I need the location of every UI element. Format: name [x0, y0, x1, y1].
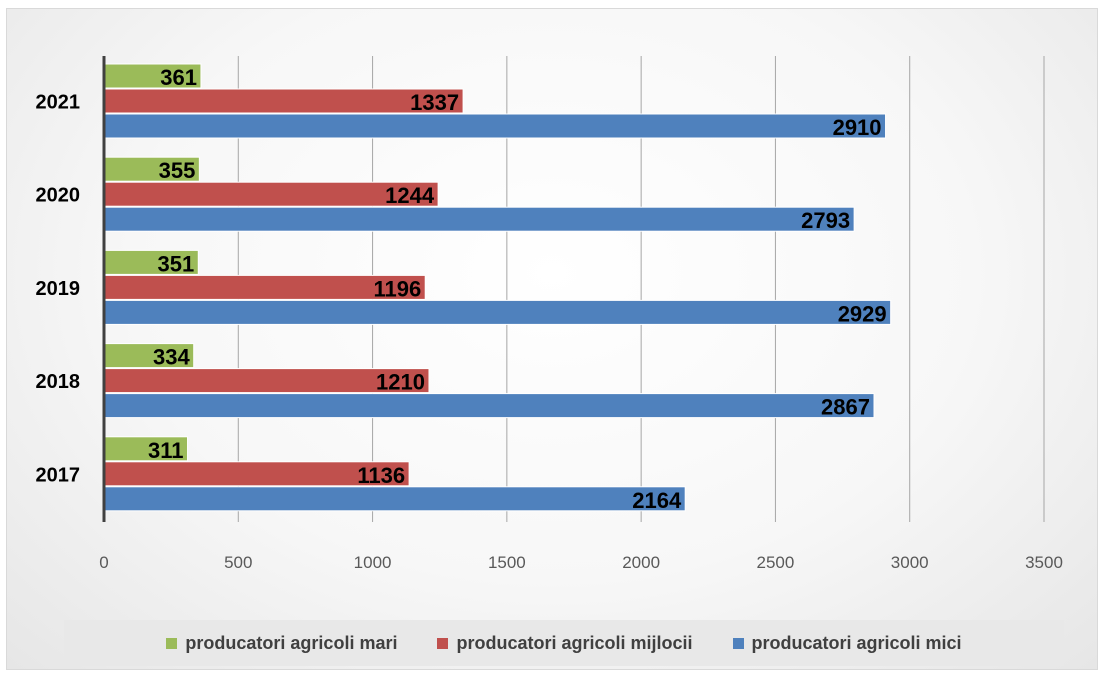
- category-label-2019: 2019: [36, 278, 81, 300]
- x-tick-label-2500: 2500: [757, 553, 795, 572]
- x-tick-label-1500: 1500: [488, 553, 526, 572]
- data-label-2020-series-0: 355: [159, 158, 196, 183]
- legend-item-mici: producatori agricoli mici: [732, 632, 962, 654]
- data-label-2019-series-1: 1196: [373, 276, 421, 301]
- data-label-2019-series-0: 351: [158, 251, 195, 276]
- bar-2021-series-1: [103, 88, 464, 114]
- bar-2020-series-1: [103, 181, 439, 207]
- legend-swatch-mari: [166, 637, 178, 649]
- data-label-2017-series-0: 311: [148, 438, 184, 463]
- bar-2021-series-0: [103, 63, 202, 89]
- data-label-2017-series-2: 2164: [632, 488, 682, 513]
- legend-swatch-mici: [732, 637, 744, 649]
- legend-label-mici: producatori agricoli mici: [751, 632, 962, 653]
- data-label-2018-series-1: 1210: [376, 370, 425, 395]
- x-tick-label-2000: 2000: [622, 553, 660, 572]
- data-label-2018-series-0: 334: [153, 345, 190, 370]
- x-tick-label-0: 0: [99, 553, 108, 572]
- bar-2018-series-2: [103, 393, 875, 419]
- bar-2017-series-1: [103, 461, 410, 487]
- data-label-2021-series-2: 2910: [833, 115, 882, 140]
- bar-2021-series-2: [103, 113, 887, 139]
- data-label-2017-series-1: 1136: [357, 463, 405, 488]
- bar-2017-series-2: [103, 486, 686, 512]
- legend-swatch-mijlocii: [437, 637, 449, 649]
- x-tick-label-3000: 3000: [891, 553, 929, 572]
- data-label-2019-series-2: 2929: [838, 301, 887, 326]
- x-tick-label-500: 500: [224, 553, 252, 572]
- bar-2019-series-1: [103, 274, 426, 300]
- bar-2018-series-0: [103, 343, 195, 369]
- category-label-2017: 2017: [36, 464, 81, 486]
- data-label-2020-series-1: 1244: [385, 183, 435, 208]
- data-label-2021-series-1: 1337: [410, 90, 459, 115]
- data-label-2021-series-0: 361: [160, 65, 197, 90]
- legend-item-mari: producatori agricoli mari: [166, 633, 397, 654]
- category-label-2021: 2021: [36, 92, 81, 114]
- legend-item-mijlocii: producatori agricoli mijlocii: [437, 632, 693, 654]
- x-tick-label-1000: 1000: [354, 553, 392, 572]
- legend: producatori agricoli mari producatori ag…: [64, 620, 1064, 666]
- data-label-2018-series-2: 2867: [821, 395, 870, 420]
- category-label-2020: 2020: [36, 185, 81, 207]
- legend-label-mari: producatori agricoli mari: [185, 632, 398, 653]
- bar-2019-series-2: [103, 299, 892, 325]
- data-label-2020-series-2: 2793: [801, 208, 850, 233]
- category-label-2018: 2018: [36, 371, 81, 393]
- bar-2017-series-0: [103, 436, 189, 462]
- bar-2020-series-2: [103, 206, 855, 232]
- bar-2019-series-0: [103, 249, 199, 275]
- legend-label-mijlocii: producatori agricoli mijlocii: [456, 632, 693, 653]
- x-tick-label-3500: 3500: [1025, 553, 1063, 572]
